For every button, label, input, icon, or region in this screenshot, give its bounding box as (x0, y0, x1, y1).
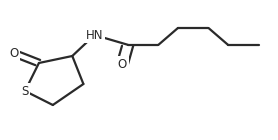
Text: O: O (9, 47, 19, 60)
Text: HN: HN (86, 29, 103, 41)
Text: O: O (118, 58, 127, 71)
Text: S: S (21, 85, 29, 97)
